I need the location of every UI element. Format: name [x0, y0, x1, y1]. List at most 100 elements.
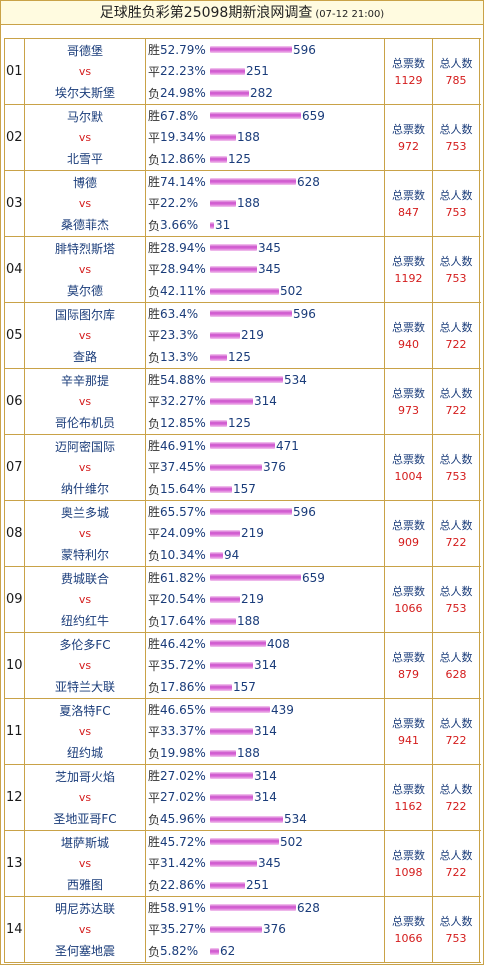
- total-people-cell: 总人数 753: [432, 171, 480, 236]
- total-people-value: 753: [445, 469, 467, 483]
- loss-label: 负: [148, 218, 161, 233]
- draw-line: 平 31.42% 345: [148, 853, 384, 873]
- total-people-label: 总人数: [439, 716, 473, 730]
- total-people-label: 总人数: [439, 584, 473, 598]
- draw-count: 376: [263, 922, 286, 937]
- total-votes-value: 879: [398, 667, 419, 681]
- total-votes-cell: 总票数 1066: [384, 567, 432, 632]
- win-label: 胜: [148, 241, 161, 256]
- draw-label: 平: [148, 196, 161, 211]
- total-votes-value: 1098: [394, 865, 423, 879]
- draw-count: 314: [254, 724, 277, 739]
- loss-line: 负 12.86% 125: [148, 149, 384, 169]
- win-percent: 67.8%: [160, 108, 199, 123]
- win-percent: 46.65%: [160, 702, 206, 717]
- draw-label: 平: [148, 790, 161, 805]
- total-votes-value: 1129: [394, 73, 423, 87]
- loss-percent: 24.98%: [160, 86, 206, 101]
- total-people-label: 总人数: [439, 452, 473, 466]
- draw-percent: 37.45%: [160, 460, 206, 475]
- loss-count: 282: [250, 86, 273, 101]
- win-percent: 58.91%: [160, 900, 206, 915]
- vs-label: vs: [78, 857, 92, 870]
- loss-label: 负: [148, 680, 161, 695]
- total-votes-label: 总票数: [392, 584, 425, 598]
- win-bar: [210, 46, 292, 54]
- loss-percent: 45.96%: [160, 812, 206, 827]
- draw-line: 平 32.27% 314: [148, 391, 384, 411]
- total-people-cell: 总人数 785: [432, 39, 480, 104]
- win-label: 胜: [148, 439, 161, 454]
- win-percent: 46.91%: [160, 438, 206, 453]
- match-row: 14 明尼苏达联 vs 圣何塞地震 胜 58.91% 628 平 35.27% 376 负 5.82%…: [4, 897, 481, 963]
- draw-count: 188: [237, 130, 260, 145]
- home-team: 辛辛那提: [60, 374, 109, 388]
- vs-label: vs: [78, 131, 92, 144]
- draw-line: 平 33.37% 314: [148, 721, 384, 741]
- vs-label: vs: [78, 461, 92, 474]
- total-votes-cell: 总票数 1162: [384, 765, 432, 830]
- away-team: 圣何塞地震: [54, 944, 115, 958]
- win-bar: [210, 376, 283, 384]
- home-team: 明尼苏达联: [54, 902, 115, 916]
- win-bar: [210, 772, 253, 780]
- match-row: 06 辛辛那提 vs 哥伦布机员 胜 54.88% 534 平 32.27% 314 负 12.85%…: [4, 369, 481, 435]
- draw-count: 251: [246, 64, 269, 79]
- total-people-value: 628: [445, 667, 467, 681]
- win-line: 胜 61.82% 659: [148, 568, 384, 588]
- draw-line: 平 35.72% 314: [148, 655, 384, 675]
- total-votes-value: 1066: [394, 601, 423, 615]
- loss-label: 负: [148, 350, 161, 365]
- loss-label: 负: [148, 812, 161, 827]
- away-team: 查路: [72, 350, 97, 364]
- total-votes-label: 总票数: [392, 386, 425, 400]
- loss-percent: 3.66%: [160, 218, 199, 233]
- loss-bar: [210, 419, 227, 427]
- win-label: 胜: [148, 307, 161, 322]
- home-team: 芝加哥火焰: [54, 770, 115, 784]
- loss-count: 125: [228, 152, 251, 167]
- win-label: 胜: [148, 373, 161, 388]
- loss-count: 251: [246, 878, 269, 893]
- total-people-label: 总人数: [439, 188, 473, 202]
- draw-label: 平: [148, 262, 161, 277]
- draw-bar: [210, 463, 262, 471]
- win-percent: 45.72%: [160, 834, 206, 849]
- total-votes-cell: 总票数 847: [384, 171, 432, 236]
- draw-line: 平 27.02% 314: [148, 787, 384, 807]
- draw-bar: [210, 199, 236, 207]
- teams-cell: 费城联合 vs 纽约红牛: [24, 567, 145, 632]
- win-label: 胜: [148, 109, 161, 124]
- win-bar: [210, 508, 292, 516]
- odds-cell: 胜 67.8% 659 平 19.34% 188 负 12.86% 125: [145, 105, 384, 170]
- win-line: 胜 27.02% 314: [148, 766, 384, 786]
- draw-label: 平: [148, 328, 161, 343]
- loss-bar: [210, 287, 279, 295]
- loss-line: 负 17.86% 157: [148, 677, 384, 697]
- loss-line: 负 42.11% 502: [148, 281, 384, 301]
- match-number: 12: [4, 765, 24, 830]
- home-team: 堪萨斯城: [60, 836, 109, 850]
- loss-percent: 12.85%: [160, 416, 206, 431]
- win-count: 659: [302, 570, 325, 585]
- draw-percent: 22.23%: [160, 64, 206, 79]
- total-votes-cell: 总票数 1192: [384, 237, 432, 302]
- draw-label: 平: [148, 922, 161, 937]
- total-people-cell: 总人数 753: [432, 435, 480, 500]
- total-people-value: 785: [445, 73, 467, 87]
- loss-count: 188: [237, 614, 260, 629]
- win-bar: [210, 442, 275, 450]
- total-votes-label: 总票数: [392, 122, 425, 136]
- draw-percent: 24.09%: [160, 526, 206, 541]
- loss-count: 31: [215, 218, 231, 233]
- win-count: 534: [284, 372, 307, 387]
- draw-label: 平: [148, 130, 161, 145]
- win-percent: 65.57%: [160, 504, 206, 519]
- win-bar: [210, 178, 296, 186]
- total-people-cell: 总人数 722: [432, 501, 480, 566]
- draw-label: 平: [148, 64, 161, 79]
- total-people-cell: 总人数 722: [432, 369, 480, 434]
- loss-count: 188: [237, 746, 260, 761]
- win-line: 胜 28.94% 345: [148, 238, 384, 258]
- home-team: 腓特烈斯塔: [54, 242, 115, 256]
